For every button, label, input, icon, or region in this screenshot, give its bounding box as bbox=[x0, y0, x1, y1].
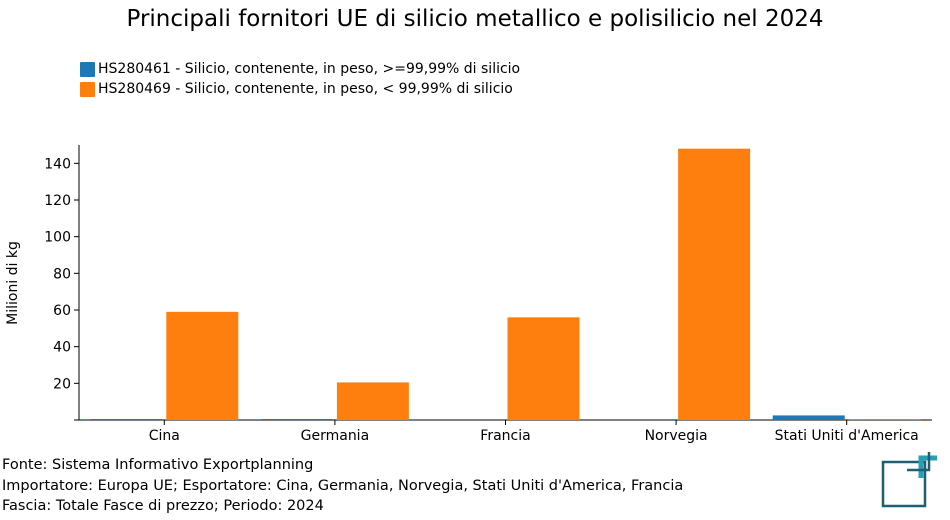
legend-item-hs280461: HS280461 - Silicio, contenente, in peso,… bbox=[80, 59, 520, 79]
bar-hs280461 bbox=[260, 419, 333, 420]
footer-range: Fascia: Totale Fasce di prezzo; Periodo:… bbox=[2, 498, 324, 514]
bar-hs280469 bbox=[507, 317, 580, 420]
y-tick-label: 20 bbox=[53, 376, 71, 392]
y-tick-label: 80 bbox=[53, 266, 71, 282]
legend-item-hs280469: HS280469 - Silicio, contenente, in peso,… bbox=[80, 79, 520, 99]
x-tick-label: Francia bbox=[480, 428, 530, 444]
y-tick-label: 40 bbox=[53, 340, 71, 356]
footer-importer: Importatore: Europa UE; Esportatore: Cin… bbox=[2, 477, 684, 494]
legend-label-hs280469: HS280469 - Silicio, contenente, in peso,… bbox=[98, 81, 513, 97]
y-tick-label: 100 bbox=[44, 230, 71, 246]
exportplanning-logo-icon bbox=[881, 452, 937, 508]
x-tick-label: Stati Uniti d'America bbox=[775, 428, 919, 444]
bar-hs280461 bbox=[90, 419, 163, 420]
bar-hs280469 bbox=[848, 419, 921, 420]
bar-hs280469 bbox=[678, 148, 751, 420]
legend: HS280461 - Silicio, contenente, in peso,… bbox=[80, 59, 520, 99]
y-tick-label: 120 bbox=[44, 193, 71, 209]
y-axis-label: Milioni di kg bbox=[5, 241, 21, 325]
footer-source: Fonte: Sistema Informativo Exportplannin… bbox=[2, 457, 314, 473]
x-tick-label: Germania bbox=[301, 428, 370, 444]
footer: Fonte: Sistema Informativo Exportplannin… bbox=[2, 455, 683, 517]
bar-hs280469 bbox=[336, 382, 409, 420]
bars bbox=[90, 148, 921, 420]
x-tick-label: Cina bbox=[149, 428, 180, 444]
legend-swatch-hs280469 bbox=[80, 81, 95, 97]
legend-swatch-hs280461 bbox=[80, 61, 95, 77]
axes: 20 40 60 80 100 120 140 Cina Germania Francia Norv… bbox=[44, 145, 932, 444]
bar-hs280461 bbox=[772, 415, 845, 420]
bar-hs280469 bbox=[166, 311, 239, 420]
bar-chart: 20 40 60 80 100 120 140 Cina Germania Francia Norv… bbox=[5, 145, 932, 444]
x-tick-label: Norvegia bbox=[645, 428, 708, 444]
y-tick-label: 60 bbox=[53, 303, 71, 319]
y-tick-label: 140 bbox=[44, 156, 71, 172]
chart-title: Principali fornitori UE di silicio metal… bbox=[126, 6, 824, 32]
legend-label-hs280461: HS280461 - Silicio, contenente, in peso,… bbox=[98, 61, 521, 77]
